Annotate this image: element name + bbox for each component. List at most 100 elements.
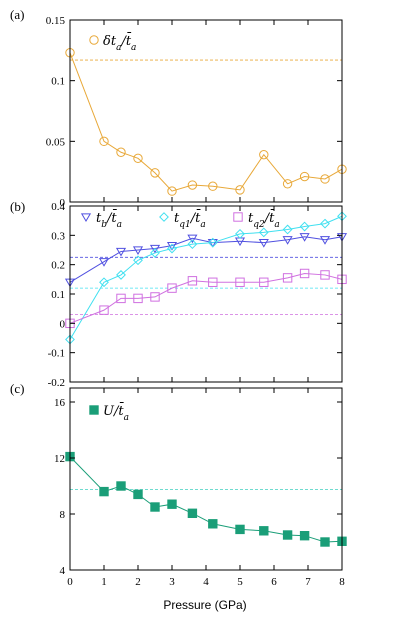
data-point-3-7 <box>187 276 198 286</box>
data-point-3-6 <box>167 283 177 293</box>
data-point-1-12 <box>299 531 310 541</box>
y-tick-label: 0.2 <box>51 260 65 272</box>
data-point-1-11 <box>282 236 293 245</box>
data-point-3-4 <box>133 293 143 304</box>
series-line-2 <box>69 215 343 340</box>
data-point-1-10 <box>258 239 269 248</box>
data-point-1-12 <box>299 233 310 242</box>
data-point-1-2 <box>99 136 109 147</box>
plot-frame <box>69 205 343 383</box>
y-tick-label: 0.3 <box>51 230 65 242</box>
y-tick-label: -0.2 <box>48 377 65 389</box>
data-point-1-11 <box>282 530 293 540</box>
x-tick-label: 0 <box>67 576 73 588</box>
data-point-3-8 <box>208 277 218 287</box>
y-tick-label: 0.1 <box>51 76 65 88</box>
data-point-1-2 <box>98 258 110 267</box>
data-point-1-4 <box>133 489 143 500</box>
panel-a: 0 0.05 0.1 0.15 (a) δta/t̄a <box>10 7 347 209</box>
y-tick-label: 0 <box>60 318 66 330</box>
data-point-3-2 <box>99 305 109 315</box>
legend-marker-3 <box>233 212 243 222</box>
data-point-1-9 <box>235 185 245 195</box>
data-point-3-13 <box>320 270 330 280</box>
x-axis-label: Pressure (GPa) <box>163 598 246 612</box>
data-point-1-3 <box>115 247 127 257</box>
data-point-3-9 <box>235 277 245 287</box>
series-line-1 <box>69 52 343 192</box>
y-tick-label: 0.1 <box>51 289 65 301</box>
data-point-1-3 <box>116 147 126 157</box>
legend-marker-2 <box>159 212 169 222</box>
y-tick-label: 0 <box>60 197 66 209</box>
data-point-1-5 <box>149 244 161 254</box>
data-point-3-11 <box>282 273 293 283</box>
legend-label-1: U/t̄a <box>103 402 129 423</box>
y-tick-label: 8 <box>60 509 66 521</box>
data-point-2-7 <box>187 239 198 250</box>
series-line-3 <box>69 272 343 324</box>
data-point-2-2 <box>99 277 109 288</box>
data-point-2-5 <box>150 248 160 258</box>
data-point-1-10 <box>259 149 269 160</box>
data-point-2-9 <box>235 228 245 239</box>
data-point-2-11 <box>282 224 293 235</box>
data-point-1-7 <box>187 234 198 244</box>
data-point-3-5 <box>150 292 160 302</box>
data-point-2-3 <box>116 270 126 280</box>
y-tick-label: 0.4 <box>51 201 65 213</box>
panel-label: (b) <box>10 199 25 214</box>
data-point-1-3 <box>116 481 126 491</box>
data-point-1-5 <box>150 502 160 512</box>
legend-marker-1 <box>80 213 92 222</box>
legend-label-1: tb/t̄a <box>96 209 122 230</box>
data-point-2-4 <box>133 255 143 266</box>
y-tick-label: -0.1 <box>48 348 65 360</box>
y-tick-label: 12 <box>54 453 65 465</box>
panel-label: (c) <box>10 381 24 396</box>
data-point-1-13 <box>320 174 330 184</box>
x-tick-label: 6 <box>271 576 277 588</box>
data-point-1-13 <box>320 537 330 547</box>
x-tick-label: 2 <box>135 576 141 588</box>
data-point-1-2 <box>99 486 109 497</box>
data-point-1-11 <box>282 179 293 189</box>
legend-marker-1 <box>89 35 99 45</box>
y-tick-label: 0.15 <box>46 15 66 27</box>
data-point-1-7 <box>187 508 198 519</box>
panel-label: (a) <box>10 7 24 22</box>
x-tick-label: 3 <box>169 576 175 588</box>
data-point-3-3 <box>116 293 126 304</box>
y-tick-label: 0.05 <box>46 136 66 148</box>
data-point-2-8 <box>207 237 218 248</box>
legend-label-2: tq1/t̄a <box>174 209 206 230</box>
data-point-1-6 <box>167 499 177 509</box>
x-tick-label: 8 <box>339 576 345 588</box>
data-point-1-13 <box>319 236 331 245</box>
data-point-1-8 <box>208 519 218 529</box>
legend-label-3: tq2/t̄a <box>248 209 280 230</box>
data-point-1-8 <box>208 181 218 191</box>
data-point-1-5 <box>150 168 160 178</box>
data-point-1-7 <box>187 180 198 190</box>
data-point-3-12 <box>299 268 310 279</box>
y-tick-label: 4 <box>60 565 66 577</box>
panel-b: -0.2 -0.1 0 0.1 0.2 0.3 0.4 (b) tb/t̄a tq1/t̄a tq2… <box>10 199 348 389</box>
data-point-1-9 <box>235 524 245 535</box>
data-point-1-4 <box>133 153 143 164</box>
data-point-1-10 <box>259 526 269 536</box>
data-point-2-13 <box>320 218 330 229</box>
x-tick-label: 7 <box>305 576 311 588</box>
x-tick-label: 4 <box>203 576 209 588</box>
x-tick-label: 1 <box>101 576 107 588</box>
data-point-1-4 <box>132 246 144 255</box>
legend-label-1: δta/t̄a <box>103 32 136 53</box>
data-point-2-10 <box>258 227 269 238</box>
data-point-1-6 <box>167 186 177 196</box>
legend-marker-1 <box>89 405 99 415</box>
y-tick-label: 16 <box>54 397 66 409</box>
data-point-3-10 <box>259 277 269 287</box>
data-point-1-12 <box>299 171 310 182</box>
